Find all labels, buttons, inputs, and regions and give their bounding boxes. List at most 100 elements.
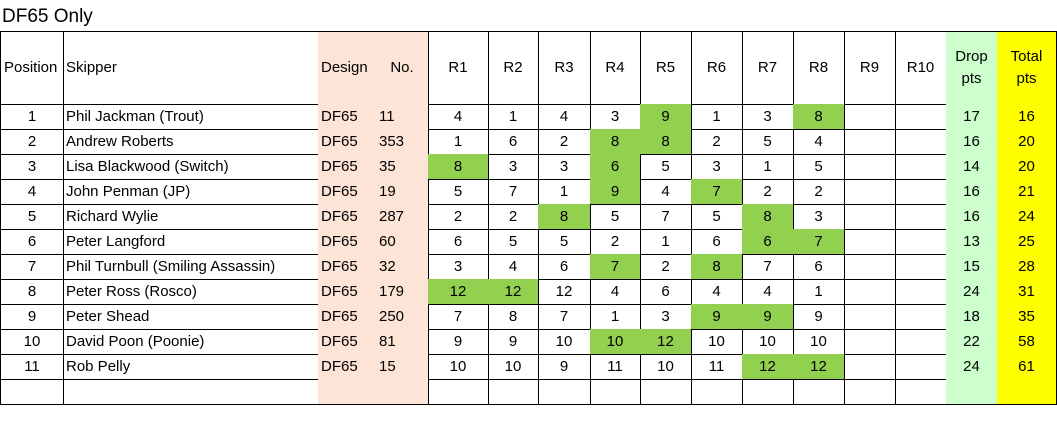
table-cell: 8 — [0, 279, 64, 305]
table-cell: 7 — [538, 304, 591, 330]
table-cell: 16 — [997, 104, 1057, 130]
table-cell: 6 — [0, 229, 64, 255]
table-cell: David Poon (Poonie) — [63, 329, 319, 355]
empty-cell — [742, 379, 794, 405]
table-cell: 8 — [428, 154, 489, 180]
table-cell: 3 — [793, 204, 845, 230]
table-cell: DF65 — [318, 329, 377, 355]
table-cell: 10 — [793, 329, 845, 355]
table-cell: 4 — [0, 179, 64, 205]
empty-cell — [895, 154, 947, 180]
table-cell: 5 — [793, 154, 845, 180]
table-cell: 5 — [691, 204, 743, 230]
table-cell: 6 — [691, 229, 743, 255]
table-cell: 3 — [428, 254, 489, 280]
table-cell: 9 — [538, 354, 591, 380]
empty-cell — [844, 104, 896, 130]
column-header: R7 — [742, 31, 794, 105]
table-cell: 9 — [590, 179, 641, 205]
table-cell: 21 — [997, 179, 1057, 205]
empty-cell — [997, 379, 1057, 405]
empty-cell — [844, 304, 896, 330]
table-cell: 5 — [640, 154, 692, 180]
table-cell: Lisa Blackwood (Switch) — [63, 154, 319, 180]
table-cell: 18 — [946, 304, 998, 330]
table-cell: DF65 — [318, 354, 377, 380]
table-cell: 7 — [488, 179, 539, 205]
table-cell: 16 — [946, 179, 998, 205]
table-cell: 7 — [742, 254, 794, 280]
empty-cell — [895, 104, 947, 130]
table-cell: 179 — [376, 279, 429, 305]
empty-cell — [844, 179, 896, 205]
table-cell: DF65 — [318, 129, 377, 155]
empty-cell — [793, 379, 845, 405]
table-cell: 9 — [793, 304, 845, 330]
table-cell: 35 — [997, 304, 1057, 330]
table-cell: 1 — [428, 129, 489, 155]
table-cell: 28 — [997, 254, 1057, 280]
table-cell: 7 — [691, 179, 743, 205]
table-cell: Phil Jackman (Trout) — [63, 104, 319, 130]
table-cell: 10 — [590, 329, 641, 355]
table-cell: 2 — [793, 179, 845, 205]
column-header: Position — [0, 31, 64, 105]
table-cell: 15 — [376, 354, 429, 380]
sheet-title: DF65 Only — [2, 6, 93, 27]
table-cell: 5 — [590, 204, 641, 230]
table-cell: 14 — [946, 154, 998, 180]
table-cell: 6 — [742, 229, 794, 255]
empty-cell — [488, 379, 539, 405]
column-header: Drop pts — [946, 31, 998, 105]
column-header: R2 — [488, 31, 539, 105]
table-cell: 12 — [538, 279, 591, 305]
table-cell: 2 — [640, 254, 692, 280]
table-cell: Phil Turnbull (Smiling Assassin) — [63, 254, 319, 280]
table-cell: 3 — [538, 154, 591, 180]
table-cell: 58 — [997, 329, 1057, 355]
table-cell: 20 — [997, 129, 1057, 155]
empty-cell — [895, 379, 947, 405]
table-cell: 12 — [488, 279, 539, 305]
table-cell: 5 — [428, 179, 489, 205]
table-cell: 6 — [590, 154, 641, 180]
table-cell: 16 — [946, 204, 998, 230]
table-cell: 3 — [590, 104, 641, 130]
table-cell: 250 — [376, 304, 429, 330]
empty-cell — [376, 379, 429, 405]
empty-cell — [895, 254, 947, 280]
table-cell: 4 — [538, 104, 591, 130]
table-cell: DF65 — [318, 154, 377, 180]
table-cell: 1 — [742, 154, 794, 180]
table-cell: 3 — [488, 154, 539, 180]
table-cell: 10 — [538, 329, 591, 355]
table-cell: DF65 — [318, 279, 377, 305]
table-cell: 2 — [488, 204, 539, 230]
table-cell: 10 — [488, 354, 539, 380]
column-header: R3 — [538, 31, 591, 105]
table-cell: 10 — [0, 329, 64, 355]
table-cell: 8 — [793, 104, 845, 130]
empty-cell — [691, 379, 743, 405]
column-header: R6 — [691, 31, 743, 105]
empty-cell — [844, 229, 896, 255]
table-cell: 6 — [428, 229, 489, 255]
table-cell: 17 — [946, 104, 998, 130]
table-cell: 24 — [946, 279, 998, 305]
empty-cell — [895, 129, 947, 155]
table-cell: 2 — [590, 229, 641, 255]
table-cell: John Penman (JP) — [63, 179, 319, 205]
table-cell: DF65 — [318, 254, 377, 280]
column-header: Skipper — [63, 31, 319, 105]
table-cell: 9 — [742, 304, 794, 330]
table-cell: 11 — [590, 354, 641, 380]
column-header: R1 — [428, 31, 489, 105]
table-cell: 9 — [488, 329, 539, 355]
table-cell: 10 — [742, 329, 794, 355]
table-cell: 5 — [538, 229, 591, 255]
empty-cell — [946, 379, 998, 405]
table-cell: 2 — [742, 179, 794, 205]
table-cell: 20 — [997, 154, 1057, 180]
table-cell: 22 — [946, 329, 998, 355]
